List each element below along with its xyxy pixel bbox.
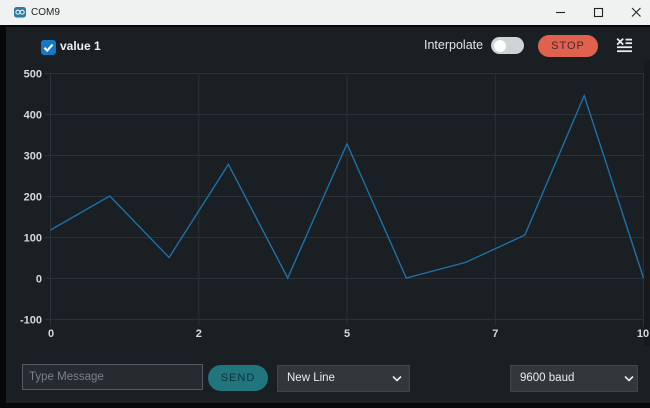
svg-text:200: 200 [24, 192, 42, 204]
svg-text:100: 100 [24, 233, 42, 245]
svg-text:2: 2 [196, 328, 202, 340]
svg-text:0: 0 [36, 274, 42, 286]
svg-text:0: 0 [48, 328, 54, 340]
svg-text:400: 400 [24, 110, 42, 122]
svg-text:10: 10 [637, 328, 649, 340]
svg-text:5: 5 [344, 328, 350, 340]
svg-text:7: 7 [492, 328, 498, 340]
svg-text:500: 500 [24, 69, 42, 81]
svg-text:300: 300 [24, 151, 42, 163]
svg-text:-100: -100 [20, 315, 42, 327]
